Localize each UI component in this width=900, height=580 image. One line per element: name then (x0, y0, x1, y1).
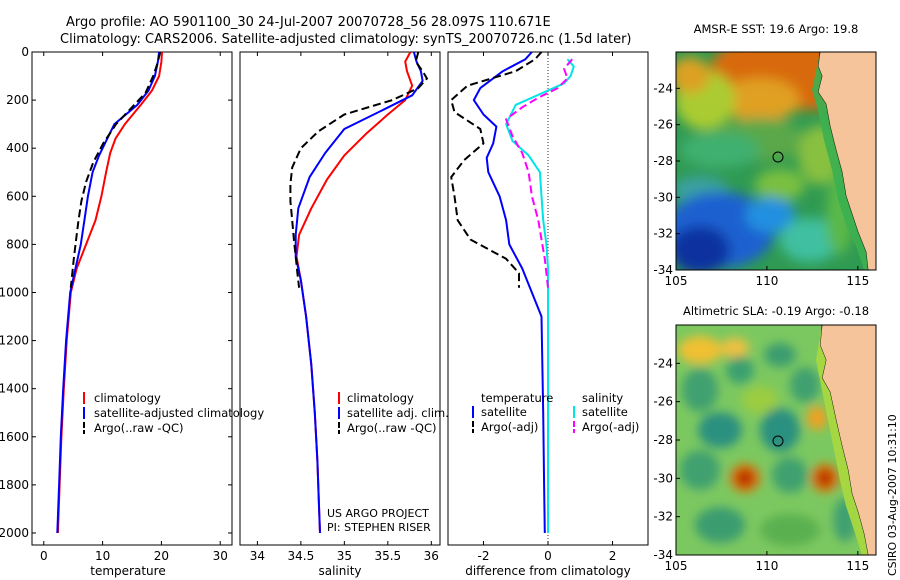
sla-map-title: Altimetric SLA: -0.19 Argo: -0.18 (683, 304, 869, 318)
salinity-axes-frame (239, 51, 441, 546)
series-line (294, 51, 424, 534)
y-tick-label: 1400 (0, 382, 29, 396)
temperature-panel: 0 200 400 600 800 1000 1200 1400 1600 1800 2000 0 1… (0, 45, 264, 578)
salinity-legend: climatology satellite adj. clim. Argo(..… (338, 391, 449, 435)
salinity-ticks: 34 34.5 35 35.5 36 (250, 52, 439, 563)
series-line (56, 51, 163, 534)
series-line (505, 58, 575, 533)
map-y-tick-label: -28 (653, 154, 673, 168)
sst-argo-marker (772, 151, 784, 163)
difference-panel: -2 0 2 difference from climatology tempera… (447, 51, 649, 578)
map-x-tick-label: 110 (755, 559, 778, 573)
legend-label-sal-argo: Argo(-adj) (582, 420, 639, 434)
difference-ticks: -2 0 2 (477, 52, 616, 563)
difference-legend-temperature: temperature satellite Argo(-adj) (472, 391, 553, 434)
series-line (472, 51, 546, 534)
side-stamp: CSIRO 03-Aug-2007 10:31:10 (886, 414, 899, 576)
map-x-tick-label: 105 (665, 559, 688, 573)
figure-title-line1: Argo profile: AO 5901100_30 24-Jul-2007 … (66, 15, 551, 30)
sla-map-panel: Altimetric SLA: -0.19 Argo: -0.18 (653, 304, 877, 573)
legend-label-satellite-adj: satellite adj. clim. (347, 406, 449, 420)
legend-label-sal-satellite: satellite (582, 405, 628, 419)
map-x-tick-label: 110 (755, 274, 778, 288)
map-y-tick-label: -28 (653, 433, 673, 447)
temperature-xlabel: temperature (90, 564, 165, 578)
y-tick-label: 600 (6, 189, 29, 203)
sst-map-panel: AMSR-E SST: 19.6 Argo: 19.8 (653, 22, 877, 288)
x-tick-label: 0 (544, 549, 552, 563)
legend-label-temp-satellite: satellite (481, 405, 527, 419)
series-line (69, 51, 162, 288)
y-tick-label: 1600 (0, 430, 29, 444)
salinity-lines (289, 51, 428, 534)
legend-label-climatology: climatology (94, 391, 161, 405)
y-tick-label: 200 (6, 93, 29, 107)
y-tick-label: 1200 (0, 334, 29, 348)
series-line (56, 51, 161, 534)
legend-title-salinity: salinity (582, 391, 623, 405)
y-tick-label: 400 (6, 141, 29, 155)
map-y-tick-label: -26 (653, 118, 673, 132)
legend-label-climatology: climatology (347, 391, 414, 405)
map-y-tick-label: -34 (653, 263, 673, 277)
sla-heatmap (676, 325, 876, 555)
map-y-tick-label: -34 (653, 548, 673, 562)
x-tick-label: 36 (424, 549, 439, 563)
map-y-tick-label: -32 (653, 227, 673, 241)
sst-coastal-band (812, 52, 868, 270)
x-tick-label: -2 (477, 549, 489, 563)
sst-map-title: AMSR-E SST: 19.6 Argo: 19.8 (694, 22, 859, 36)
map-y-tick-label: -24 (653, 81, 673, 95)
figure-title-line2: Climatology: CARS2006. Satellite-adjuste… (60, 32, 632, 47)
map-y-tick-label: -24 (653, 356, 673, 370)
sla-argo-marker (772, 435, 784, 447)
x-tick-label: 35.5 (374, 549, 401, 563)
salinity-panel: 34 34.5 35 35.5 36 salinity climatology sate… (239, 51, 449, 578)
x-tick-label: 35 (337, 549, 352, 563)
temperature-legend: climatology satellite-adjusted climatolo… (83, 391, 264, 435)
sla-map-ticks: 105 110 115 -24 -26 -28 -30 -32 -34 (653, 356, 869, 573)
series-line (289, 51, 428, 288)
y-tick-label: 1800 (0, 478, 29, 492)
sst-map-ticks: 105 110 115 -24 -26 -28 -30 -32 -34 (653, 81, 869, 288)
x-tick-label: 34.5 (288, 549, 315, 563)
temperature-ticks: 0 10 20 30 (40, 52, 228, 563)
difference-legend-salinity: salinity satellite Argo(-adj) (573, 391, 639, 434)
y-tick-label: 0 (21, 45, 29, 59)
temperature-axes-frame (31, 51, 233, 546)
map-x-tick-label: 105 (665, 274, 688, 288)
depth-ticks: 0 200 400 600 800 1000 1200 1400 1600 1800 2000 (0, 45, 232, 540)
sst-heatmap (676, 52, 876, 270)
salinity-xlabel: salinity (318, 564, 361, 578)
project-label: US ARGO PROJECT (327, 507, 429, 520)
map-x-tick-label: 115 (846, 274, 869, 288)
x-tick-label: 2 (609, 549, 617, 563)
series-line (505, 58, 573, 288)
x-tick-label: 34 (250, 549, 265, 563)
difference-xlabel: difference from climatology (465, 564, 631, 578)
map-y-tick-label: -26 (653, 395, 673, 409)
legend-title-temperature: temperature (481, 391, 553, 405)
x-tick-label: 30 (213, 549, 228, 563)
y-tick-label: 800 (6, 237, 29, 251)
map-y-tick-label: -30 (653, 471, 673, 485)
x-tick-label: 20 (154, 549, 169, 563)
temperature-lines (56, 51, 163, 534)
pi-label: PI: STEPHEN RISER (327, 521, 431, 534)
sla-coastal-band (816, 325, 868, 555)
series-line (450, 51, 543, 288)
difference-lines (450, 51, 575, 534)
legend-label-argo: Argo(..raw -QC) (347, 421, 437, 435)
map-x-tick-label: 115 (846, 559, 869, 573)
x-tick-label: 0 (40, 549, 48, 563)
legend-label-satellite-adjusted: satellite-adjusted climatology (94, 406, 264, 420)
y-tick-label: 1000 (0, 285, 29, 299)
map-y-tick-label: -32 (653, 510, 673, 524)
map-y-tick-label: -30 (653, 190, 673, 204)
legend-label-temp-argo: Argo(-adj) (481, 420, 538, 434)
x-tick-label: 10 (95, 549, 110, 563)
y-tick-label: 2000 (0, 526, 29, 540)
legend-label-argo: Argo(..raw -QC) (94, 421, 184, 435)
